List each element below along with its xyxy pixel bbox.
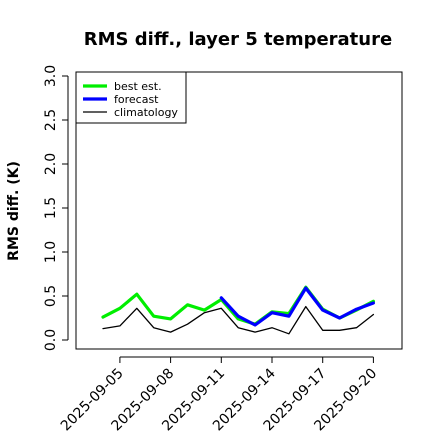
y-tick-label: 2.5 (43, 109, 59, 131)
x-axis: 2025-09-052025-09-082025-09-112025-09-14… (58, 356, 380, 434)
series-line-climatology (102, 305, 375, 335)
y-axis: 0.0 0.5 1.0 1.5 2.0 2.5 3.0 (43, 65, 69, 351)
y-axis-label: RMS diff. (K) (6, 161, 22, 261)
y-tick-label: 1.5 (43, 197, 59, 219)
chart-title: RMS diff., layer 5 temperature (84, 29, 392, 50)
y-tick-label: 1.0 (43, 241, 59, 263)
y-tick-label: 3.0 (43, 65, 59, 87)
y-tick-label: 0.0 (43, 329, 59, 351)
series-line-forecast (219, 286, 375, 327)
plot-frame (75, 71, 403, 350)
series-layer (101, 285, 375, 335)
legend-label-best-est: best est. (114, 80, 162, 93)
y-tick-label: 0.5 (43, 285, 59, 307)
legend-label-climatology: climatology (114, 106, 178, 119)
y-tick-label: 2.0 (43, 153, 59, 175)
series-line-best-est (101, 285, 375, 326)
legend-label-forecast: forecast (114, 93, 159, 106)
